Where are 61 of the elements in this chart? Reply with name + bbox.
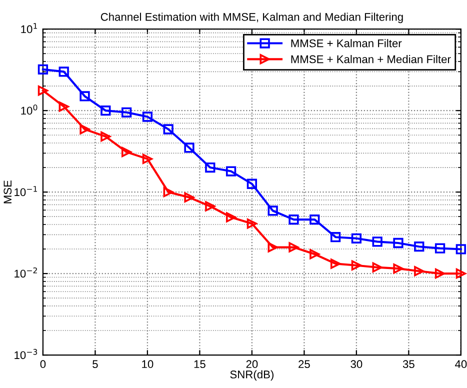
- y-axis-title: MSE: [4, 180, 12, 204]
- point: [246, 178, 258, 189]
- point: [184, 142, 194, 153]
- point: [393, 264, 404, 274]
- point: [414, 266, 424, 276]
- point: [205, 201, 216, 212]
- x-tick-label: 25: [298, 360, 310, 368]
- point: [393, 238, 404, 248]
- legend-label: MMSE + Kalman + Median Filter: [291, 55, 451, 64]
- point: [163, 186, 174, 198]
- point: [268, 242, 278, 252]
- point: [80, 91, 90, 102]
- point: [434, 268, 446, 279]
- x-tick-label: 40: [455, 360, 467, 368]
- x-tick-label: 10: [142, 360, 154, 368]
- point: [330, 258, 341, 269]
- point: [310, 249, 320, 260]
- x-tick-label: 20: [246, 360, 258, 368]
- point: [58, 66, 69, 77]
- point: [268, 206, 278, 216]
- y-tick-label: 10$^{−2}$: [14, 267, 37, 278]
- point: [330, 232, 341, 242]
- point: [351, 233, 362, 244]
- chart-title: Channel Estimation with MMSE, Kalman and Median Filtering: [100, 12, 403, 24]
- legend-label: MMSE + Kalman Filter: [291, 39, 402, 48]
- y-tick-label: 10$^{0}$: [21, 104, 38, 115]
- point: [310, 214, 320, 225]
- point: [38, 86, 48, 96]
- point: [58, 102, 69, 112]
- y-tick-label: 10$^{1}$: [21, 23, 38, 34]
- y-tick-label: 10$^{−1}$: [14, 186, 37, 196]
- point: [456, 268, 466, 279]
- point: [142, 154, 153, 164]
- point: [372, 262, 382, 272]
- y-tick-label: 10$^{−3}$: [14, 348, 38, 360]
- x-tick-label: 15: [194, 360, 206, 368]
- point: [456, 244, 466, 254]
- x-tick-label: 5: [92, 360, 98, 368]
- point: [351, 260, 362, 270]
- point: [121, 146, 132, 158]
- point: [100, 131, 111, 142]
- x-tick-label: 0: [40, 360, 46, 368]
- point: [434, 243, 446, 254]
- point: [38, 64, 48, 74]
- point: [372, 236, 382, 247]
- x-axis-title: SNR(dB): [230, 370, 274, 381]
- point: [121, 107, 132, 118]
- point: [205, 162, 216, 173]
- point: [100, 106, 111, 116]
- point: [226, 212, 236, 222]
- point: [288, 214, 299, 225]
- point: [184, 192, 194, 202]
- point: [142, 112, 153, 122]
- point: [288, 242, 299, 252]
- x-tick-label: 35: [402, 360, 414, 368]
- x-tick-label: 30: [350, 360, 362, 368]
- point: [246, 218, 258, 229]
- point: [80, 124, 90, 134]
- point: [163, 124, 174, 134]
- point: [414, 242, 424, 252]
- point: [226, 166, 236, 176]
